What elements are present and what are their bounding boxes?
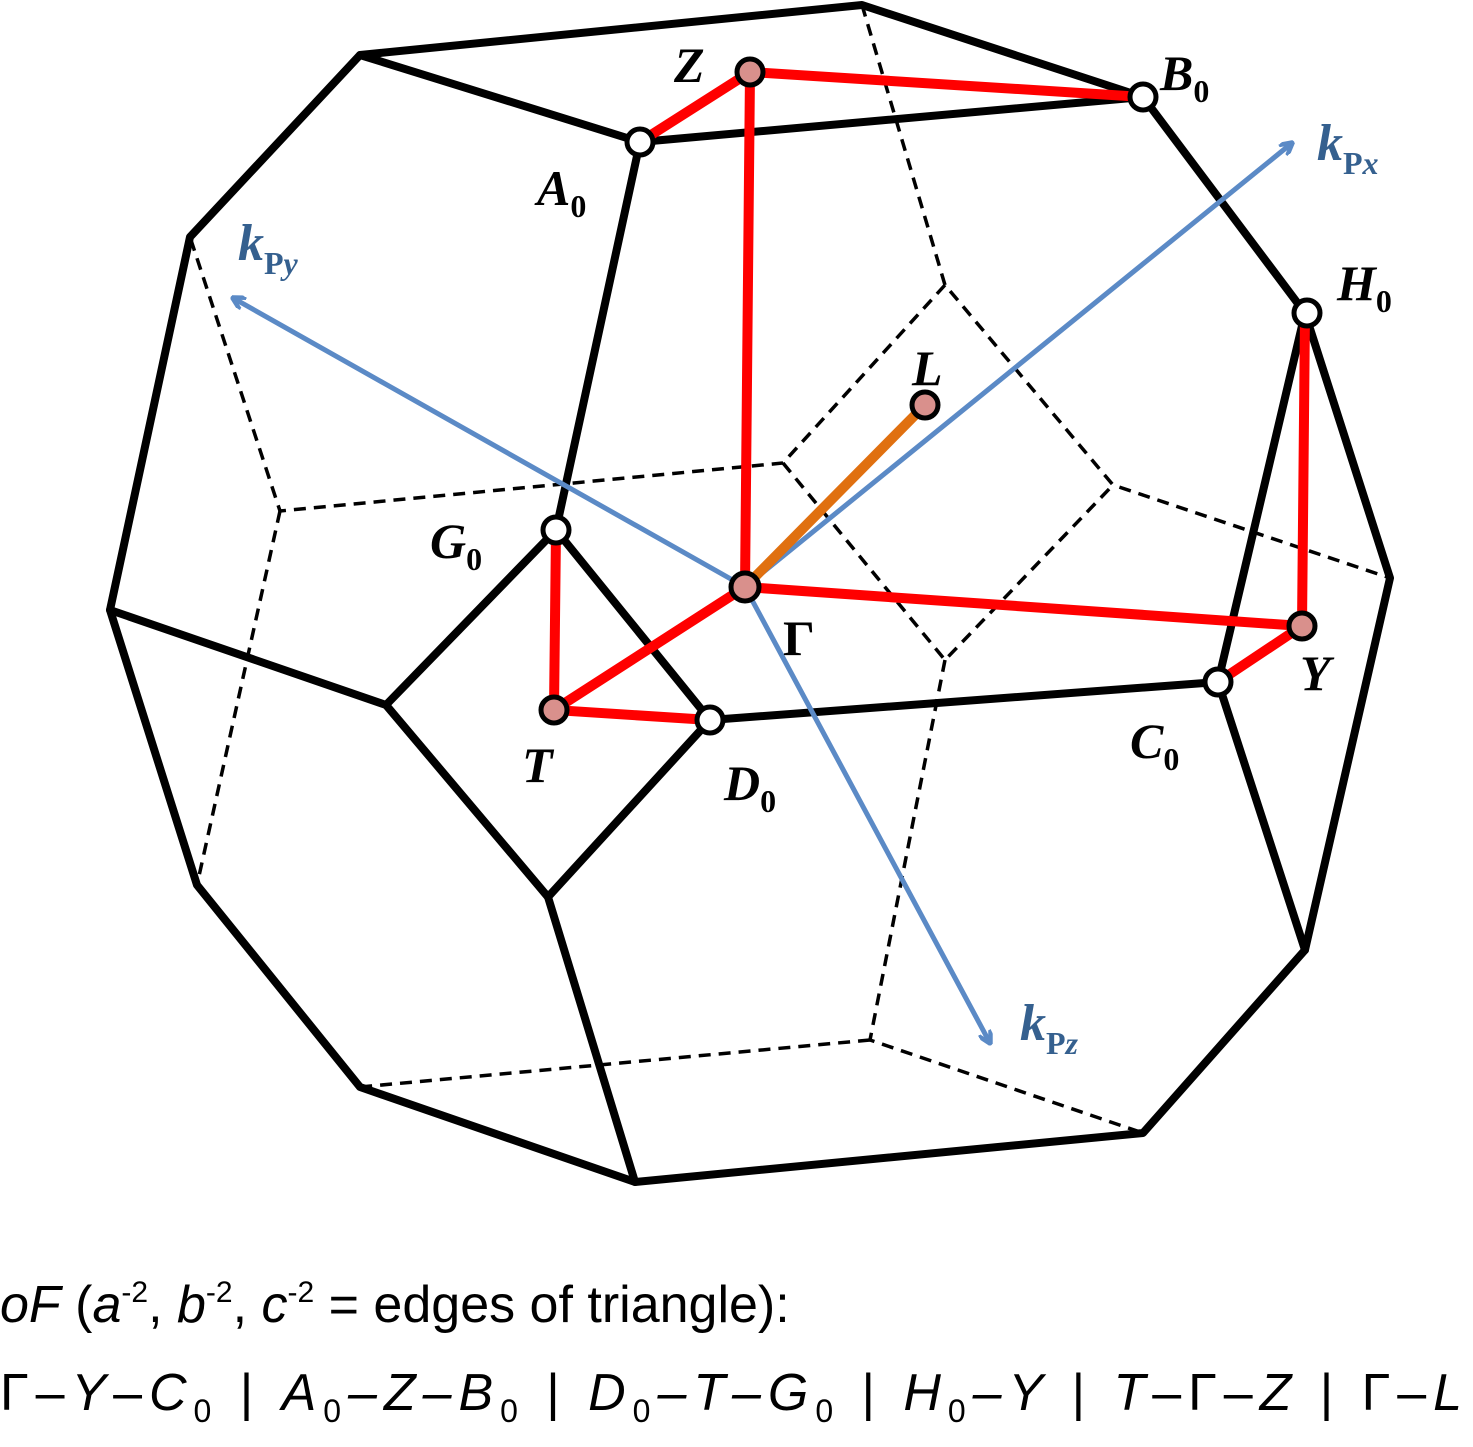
axes (233, 143, 1292, 1043)
label-kpx: kPx (1317, 115, 1379, 181)
caption: oF (a-2, b-2, c-2 = edges of triangle): … (0, 1276, 1462, 1429)
label-d0: D0 (723, 755, 776, 819)
label-l: L (911, 340, 943, 396)
point-t (538, 694, 570, 726)
label-b0: B0 (1159, 45, 1209, 109)
hidden-edge (781, 461, 1115, 663)
hidden-edge (860, 4, 1391, 580)
label-kpy: kPy (238, 215, 299, 281)
label-y: Y (1300, 645, 1335, 701)
kpy-axis (233, 298, 748, 590)
caption-line-1: oF (a-2, b-2, c-2 = edges of triangle): (0, 1276, 790, 1334)
edge (544, 893, 639, 1186)
label-kpz: kPz (1020, 995, 1079, 1061)
label-z: Z (673, 37, 705, 93)
point-g0 (540, 514, 572, 546)
path-gamma-l (740, 400, 930, 592)
label-gamma: Γ (783, 610, 815, 666)
points (538, 56, 1323, 736)
hidden-edge (188, 236, 947, 513)
label-t: T (522, 737, 555, 793)
hidden-edge (195, 510, 282, 886)
label-g0: G0 (430, 513, 482, 577)
label-a0: A0 (534, 160, 586, 224)
edge (706, 678, 1222, 724)
point-l (909, 389, 941, 421)
path-h0-y (1297, 308, 1310, 631)
point-c0 (1202, 666, 1234, 698)
caption-line-2: Γ– Y – C 0 | A 0 –Z– B 0 | D 0 –T– G 0 | H 0 –Y | T –Γ–… (0, 1364, 1462, 1429)
edge (552, 138, 644, 534)
point-a0 (624, 126, 656, 158)
hidden-edges (188, 4, 1391, 1135)
point-z (734, 56, 766, 88)
edge (106, 606, 390, 709)
axis-labels: kPx kPy kPz (238, 115, 1379, 1061)
hidden-edge (359, 1038, 871, 1089)
label-h0: H0 (1336, 255, 1392, 319)
point-labels: Z B0 A0 H0 L G0 Γ Y C0 T D0 (430, 37, 1392, 819)
point-b0 (1127, 81, 1159, 113)
point-h0 (1291, 297, 1323, 329)
kpz-axis (742, 584, 990, 1043)
kpx-axis (742, 143, 1292, 590)
point-y (1286, 610, 1318, 642)
path-gamma-t (549, 582, 750, 715)
label-c0: C0 (1130, 713, 1179, 777)
point-d0 (694, 704, 726, 736)
path-z-gamma (740, 67, 755, 592)
point-gamma (728, 570, 762, 604)
